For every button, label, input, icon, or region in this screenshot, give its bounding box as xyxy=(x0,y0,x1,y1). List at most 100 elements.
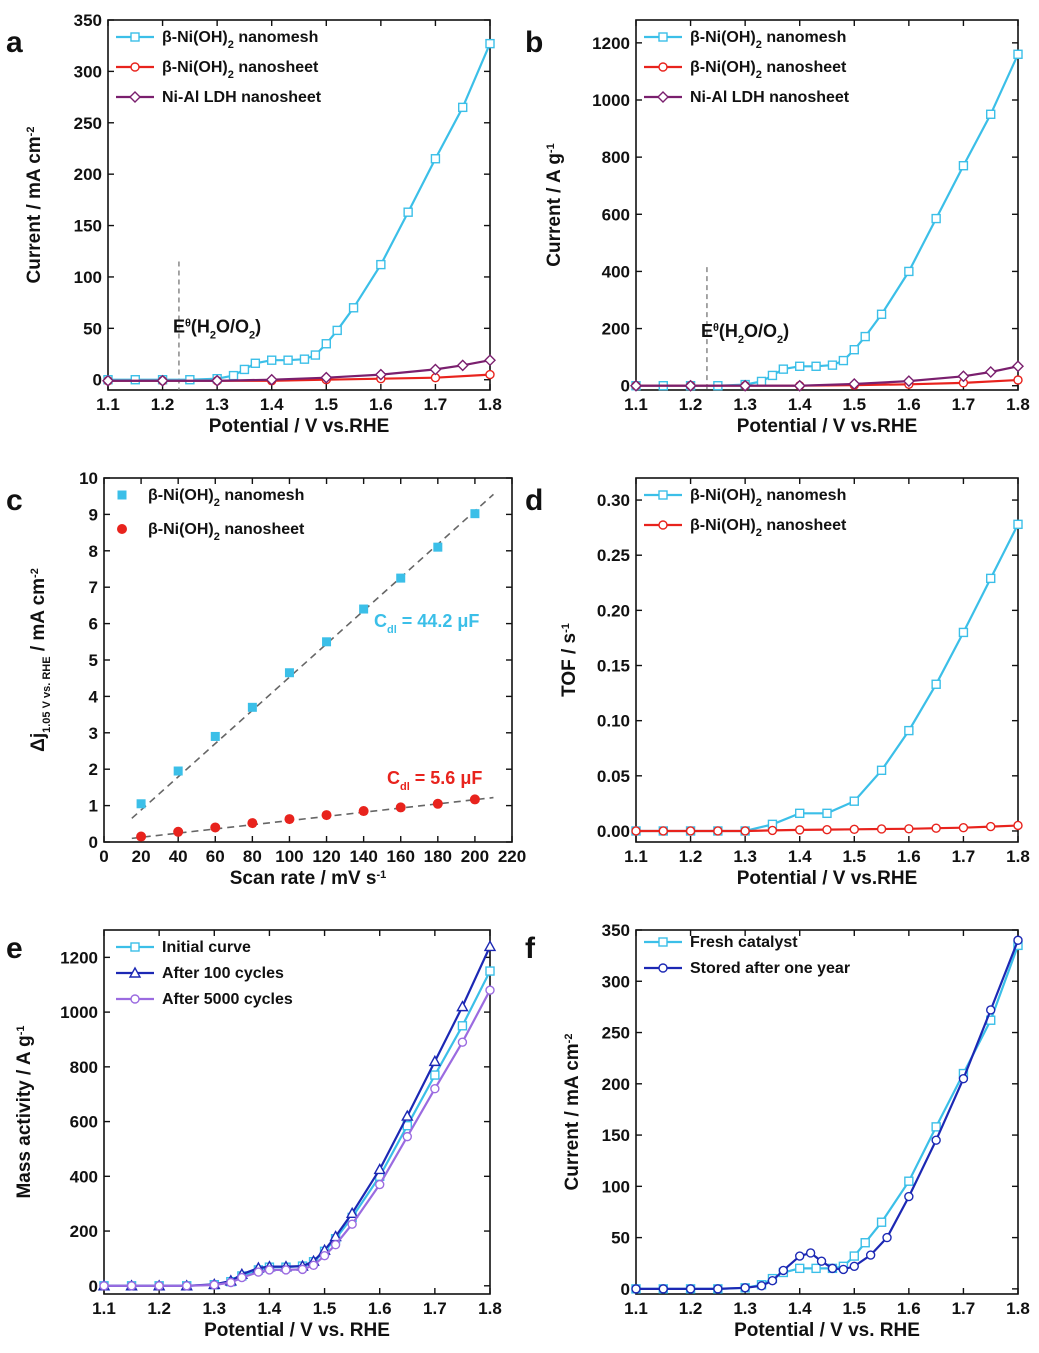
x-tick-label: 1.6 xyxy=(897,847,921,866)
x-tick-label: 220 xyxy=(498,847,526,866)
y-axis-label-part: Δj xyxy=(28,733,49,752)
legend-marker xyxy=(130,62,140,72)
panel-letter: a xyxy=(6,26,23,59)
thermodynamic-potential-label-part: ) xyxy=(255,316,261,336)
data-point xyxy=(126,1281,137,1291)
thermodynamic-potential-label-part: E xyxy=(701,321,713,341)
series-2 xyxy=(631,820,1023,836)
data-point xyxy=(348,303,359,313)
panel-d: 1.1 1.2 1.3 1.4 1.5 1.6 1.7 1.8 0.00 0.05 0.10 0.15… xyxy=(525,477,1030,889)
thermodynamic-potential-label: Eθ(H2O/O2) xyxy=(173,316,261,341)
x-tick-label: 1.6 xyxy=(368,1299,392,1318)
data-point xyxy=(332,325,342,336)
capacitance-label: Cdl = 44.2 μF xyxy=(374,611,479,636)
data-point xyxy=(156,374,169,387)
capacitance-label-part: dl xyxy=(387,624,397,636)
data-point xyxy=(756,376,767,387)
legend-label: β-Ni(OH)2 nanomesh xyxy=(690,29,846,51)
data-point xyxy=(958,822,969,833)
legend-marker xyxy=(117,524,127,534)
data-point xyxy=(310,350,321,360)
panel-a: 1.1 1.2 1.3 1.4 1.5 1.6 1.7 1.8 0 50 100 150 200 250 3… xyxy=(6,11,502,437)
x-tick-label: 1.5 xyxy=(842,1299,866,1318)
x-tick-label: 1.4 xyxy=(788,847,812,866)
y-tick-label: 150 xyxy=(74,217,102,236)
data-point xyxy=(173,766,183,776)
x-tick-label: 1.2 xyxy=(679,395,703,414)
data-point xyxy=(237,1272,247,1283)
data-point xyxy=(99,1281,109,1291)
data-point xyxy=(458,102,468,113)
data-point xyxy=(631,1284,641,1294)
data-point xyxy=(485,966,495,976)
series-3 xyxy=(102,354,496,387)
x-tick-label: 1.2 xyxy=(151,395,175,414)
x-tick-label: 1.3 xyxy=(202,1299,226,1318)
data-point xyxy=(882,1232,892,1243)
legend-label-part: nanosheet xyxy=(762,59,847,76)
x-axis-label: Potential / V vs.RHE xyxy=(737,416,918,437)
x-tick-label: 1.3 xyxy=(205,395,229,414)
data-point xyxy=(795,1263,805,1274)
data-point xyxy=(456,1000,469,1012)
data-point xyxy=(281,1265,291,1275)
data-point xyxy=(713,1284,723,1294)
y-tick-label: 0.20 xyxy=(597,601,630,620)
data-point xyxy=(457,1037,468,1047)
y-tick-label: 800 xyxy=(602,148,630,167)
legend-label-part: β-Ni(OH) xyxy=(690,517,756,534)
legend-marker xyxy=(130,994,140,1004)
series-line xyxy=(104,970,491,1287)
y-tick-label: 400 xyxy=(70,1167,98,1186)
data-point xyxy=(284,668,294,678)
data-point xyxy=(359,604,369,614)
capacitance-label: Cdl = 5.6 μF xyxy=(387,768,482,793)
data-point xyxy=(253,1267,264,1277)
x-tick-label: 1.7 xyxy=(423,1299,447,1318)
data-point xyxy=(778,1265,789,1276)
legend-label: β-Ni(OH)2 nanosheet xyxy=(162,59,319,81)
panel-letter: c xyxy=(6,484,23,517)
legend-marker xyxy=(130,942,140,952)
legend-marker xyxy=(657,91,669,103)
data-point xyxy=(795,361,805,371)
legend-label-part: 2 xyxy=(214,531,220,543)
panel-f: 1.1 1.2 1.3 1.4 1.5 1.6 1.7 1.8 0 50 100 150 200 250 3… xyxy=(525,921,1030,1341)
x-tick-label: 60 xyxy=(206,847,225,866)
x-tick-label: 1.5 xyxy=(842,847,866,866)
legend-label-part: nanomesh xyxy=(762,487,846,504)
x-tick-label: 120 xyxy=(312,847,340,866)
data-point xyxy=(849,1251,859,1261)
x-axis-label: Scan rate / mV s-1 xyxy=(230,868,387,889)
y-tick-label: 300 xyxy=(74,62,102,81)
y-axis-label-group: Current / A g-1 xyxy=(544,143,565,266)
thermodynamic-potential-label-part: 2 xyxy=(738,334,744,346)
y-tick-label: 10 xyxy=(79,469,98,488)
data-point xyxy=(778,364,789,374)
thermodynamic-potential-label: Eθ(H2O/O2) xyxy=(701,321,789,346)
data-point xyxy=(860,331,870,342)
y-axis-label-part: -1 xyxy=(560,623,572,633)
y-tick-label: 600 xyxy=(70,1113,98,1132)
legend-label: β-Ni(OH)2 nanomesh xyxy=(162,29,318,51)
data-point xyxy=(250,358,261,368)
legend-label-part: 2 xyxy=(214,497,220,509)
data-point xyxy=(795,1251,805,1261)
data-point xyxy=(299,354,310,364)
data-point xyxy=(958,1073,969,1084)
data-point xyxy=(986,821,996,832)
data-point xyxy=(322,637,332,647)
data-point xyxy=(739,379,752,392)
x-tick-label: 1.1 xyxy=(92,1299,116,1318)
data-point xyxy=(485,369,495,380)
x-tick-label: 1.8 xyxy=(1006,1299,1030,1318)
legend-label-part: Initial curve xyxy=(162,939,251,956)
y-tick-label: 300 xyxy=(602,972,630,991)
data-point xyxy=(136,799,146,809)
data-point xyxy=(321,810,332,821)
data-point xyxy=(1013,375,1023,385)
x-tick-label: 1.5 xyxy=(314,395,338,414)
capacitance-label-part: = 44.2 μF xyxy=(397,611,480,631)
data-point xyxy=(401,1109,414,1121)
